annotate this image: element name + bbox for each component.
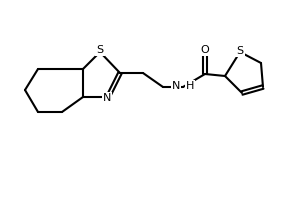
Text: H: H: [186, 81, 194, 91]
Text: S: S: [236, 46, 244, 56]
Text: O: O: [201, 45, 209, 55]
Text: N: N: [103, 93, 111, 103]
Text: S: S: [96, 45, 103, 55]
Text: N: N: [172, 81, 180, 91]
